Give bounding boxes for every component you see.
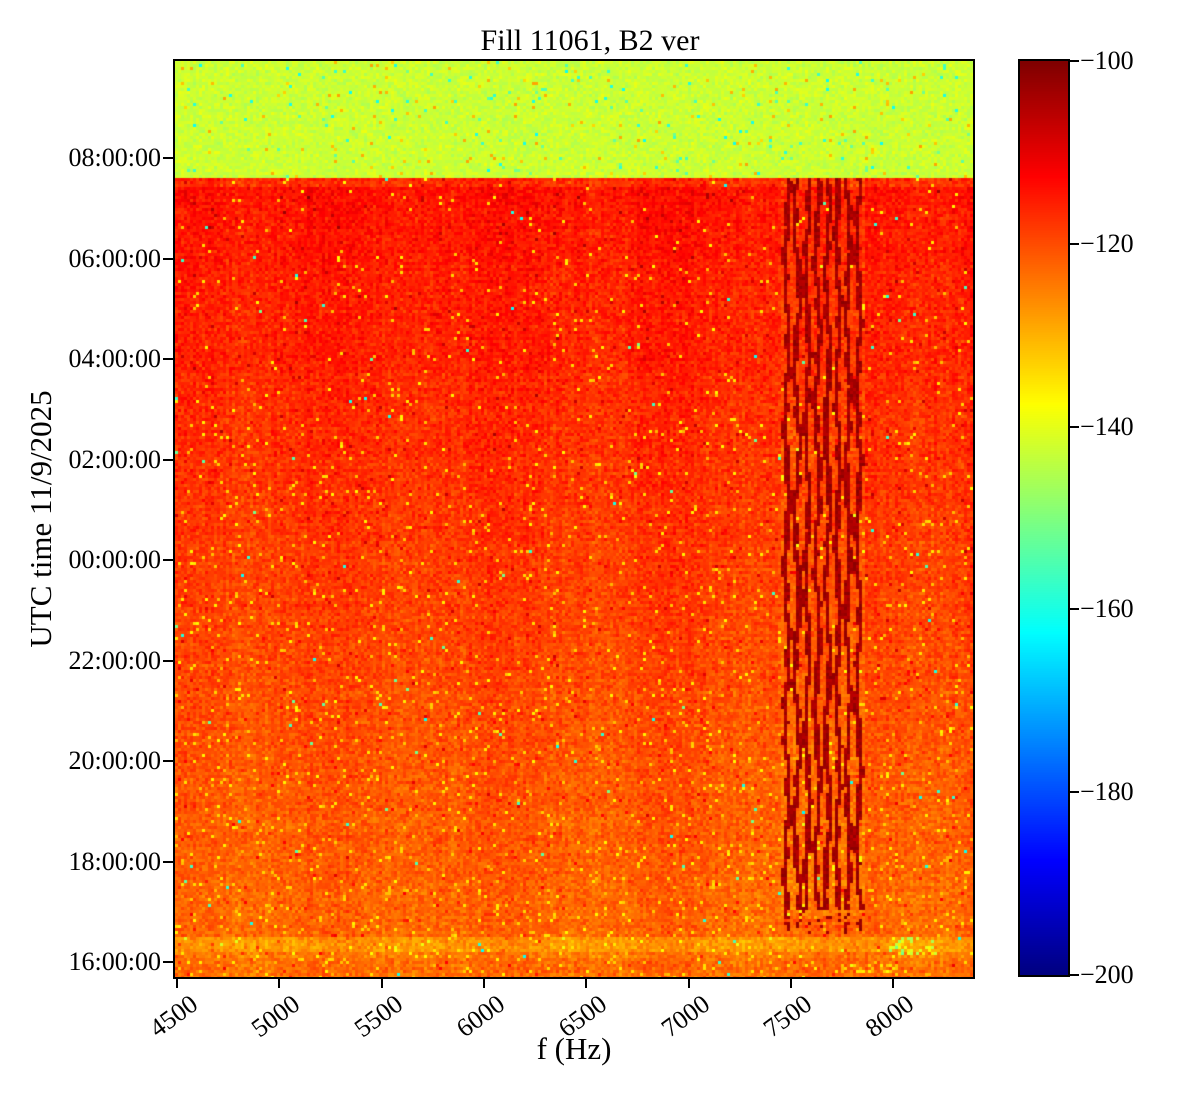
colorbar-tick-label: −140 (1080, 411, 1134, 441)
colorbar-tick-label: −200 (1080, 960, 1134, 989)
x-tick-mark (176, 979, 179, 988)
colorbar-tick-mark (1070, 425, 1079, 428)
colorbar-canvas (1020, 61, 1068, 975)
x-tick-mark (482, 979, 485, 988)
y-tick-mark (163, 860, 173, 863)
y-tick-label: 06:00:00 (68, 243, 161, 273)
y-tick-mark (163, 760, 173, 762)
x-tick-label: 7500 (757, 989, 817, 1044)
colorbar-tick-mark (1070, 242, 1079, 245)
y-tick-mark (163, 257, 173, 260)
x-tick-label: 8000 (860, 989, 920, 1044)
x-axis-label: f (Hz) (536, 1031, 612, 1066)
x-tick-label: 5000 (246, 989, 306, 1044)
x-tick-label: 7000 (655, 989, 715, 1044)
y-tick-label: 08:00:00 (68, 143, 161, 172)
x-tick-mark (789, 979, 792, 988)
y-tick-mark (163, 559, 173, 561)
y-tick-mark (163, 157, 173, 159)
spectrogram-canvas (175, 61, 973, 977)
y-tick-label: 02:00:00 (68, 444, 161, 474)
y-tick-label: 16:00:00 (68, 947, 161, 976)
y-tick-mark (163, 358, 173, 360)
x-tick-label: 5500 (348, 989, 408, 1044)
x-tick-mark (585, 979, 588, 988)
colorbar-tick-label: −180 (1080, 777, 1134, 807)
x-tick-label: 6000 (450, 989, 511, 1044)
x-tick-mark (892, 979, 895, 988)
y-tick-mark (163, 961, 173, 963)
plot-axes-border (173, 59, 975, 979)
y-tick-label: 20:00:00 (68, 746, 161, 775)
x-tick-mark (380, 979, 383, 988)
y-tick-label: 22:00:00 (68, 645, 161, 675)
colorbar-tick-mark (1070, 791, 1079, 794)
x-tick-mark (687, 979, 690, 988)
x-tick-mark (278, 979, 281, 988)
colorbar-tick-label: −120 (1080, 228, 1134, 258)
colorbar-border (1018, 59, 1070, 977)
colorbar-tick-mark (1070, 608, 1079, 611)
colorbar-tick-mark (1070, 974, 1079, 976)
y-tick-mark (163, 458, 173, 461)
y-tick-label: 18:00:00 (68, 846, 161, 876)
plot-title: Fill 11061, B2 ver (480, 24, 700, 57)
y-tick-label: 04:00:00 (68, 344, 161, 373)
y-tick-mark (163, 659, 173, 662)
y-axis-label: UTC time 11/9/2025 (23, 390, 58, 648)
colorbar-tick-label: −160 (1080, 594, 1134, 624)
colorbar-tick-mark (1070, 60, 1079, 62)
y-tick-label: 00:00:00 (68, 545, 161, 574)
x-tick-label: 4500 (143, 989, 204, 1044)
colorbar-tick-label: −100 (1080, 46, 1134, 75)
